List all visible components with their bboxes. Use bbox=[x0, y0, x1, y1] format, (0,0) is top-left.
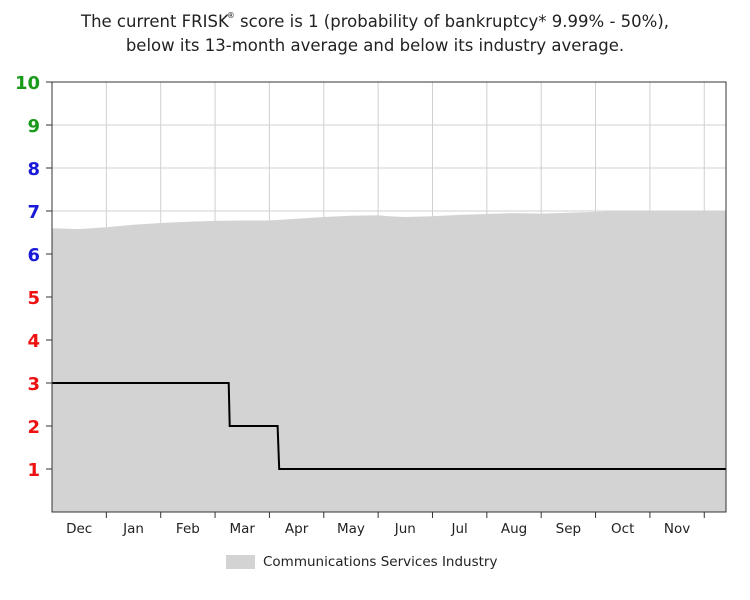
x-tick-label: Aug bbox=[501, 521, 527, 537]
title-line-2: below its 13-month average and below its… bbox=[125, 36, 625, 55]
x-tick-label: Oct bbox=[611, 521, 634, 537]
x-tick-label: Nov bbox=[664, 521, 690, 537]
legend-swatch bbox=[226, 555, 255, 569]
y-tick-label: 10 bbox=[15, 73, 40, 94]
x-tick-label: Jan bbox=[122, 521, 144, 537]
x-tick-label: Mar bbox=[229, 521, 255, 537]
y-axis-ticks: 10 9 8 7 6 5 4 3 2 1 bbox=[15, 73, 52, 481]
x-axis-ticks: Dec Jan Feb Mar Apr May Jun Jul Aug Sep Oct Nov bbox=[66, 512, 705, 537]
registered-mark: ® bbox=[226, 11, 235, 20]
x-tick-label: Jul bbox=[451, 521, 468, 537]
y-tick-label: 6 bbox=[27, 245, 40, 266]
y-tick-label: 2 bbox=[27, 417, 40, 438]
x-tick-label: May bbox=[337, 521, 365, 537]
industry-average-area bbox=[52, 210, 726, 512]
y-tick-label: 1 bbox=[27, 460, 40, 481]
y-tick-label: 7 bbox=[27, 202, 40, 223]
y-tick-label: 8 bbox=[27, 159, 40, 180]
x-tick-label: Feb bbox=[176, 521, 200, 537]
y-tick-label: 4 bbox=[27, 331, 40, 352]
y-tick-label: 9 bbox=[27, 116, 40, 137]
title-line-1: The current FRISK® score is 1 (probabili… bbox=[80, 11, 670, 31]
frisk-score-line bbox=[52, 382, 726, 470]
y-tick-label: 3 bbox=[27, 374, 40, 395]
legend: Communications Services Industry bbox=[226, 554, 497, 570]
x-tick-label: Dec bbox=[66, 521, 92, 537]
x-tick-label: Apr bbox=[285, 521, 309, 537]
y-tick-label: 5 bbox=[27, 288, 40, 309]
x-tick-label: Jun bbox=[394, 521, 416, 537]
legend-label: Communications Services Industry bbox=[263, 554, 498, 570]
chart-title: The current FRISK® score is 1 (probabili… bbox=[0, 4, 750, 58]
x-tick-label: Sep bbox=[556, 521, 581, 537]
